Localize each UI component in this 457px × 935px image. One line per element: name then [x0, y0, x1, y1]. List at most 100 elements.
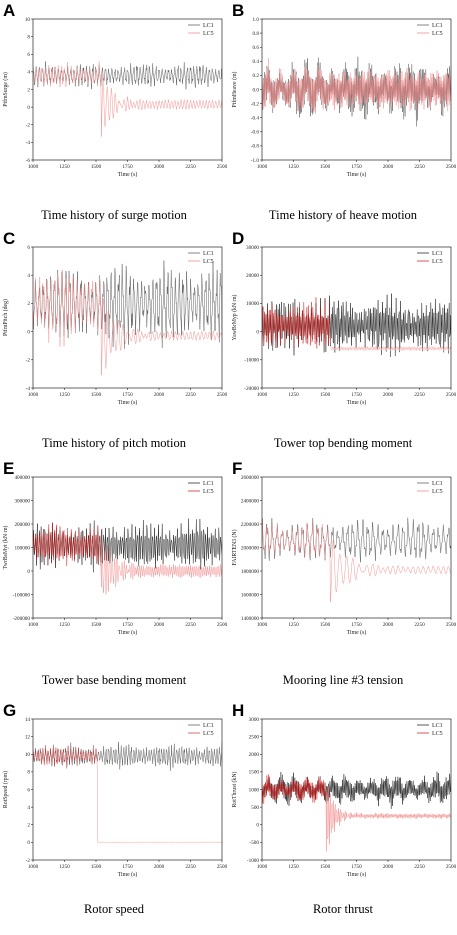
line-chart: 1000 1250 1500 1750 2000 2250 2500 -200000 -1000…: [2, 475, 228, 636]
x-tick-label: 2250: [185, 622, 196, 628]
panel-caption: Time history of pitch motion: [42, 436, 186, 450]
x-tick-label: 1500: [91, 164, 102, 170]
x-axis-label: Time (s): [347, 399, 367, 406]
panel-caption: Tower base bending moment: [41, 673, 187, 687]
series-line-lc1: [262, 517, 451, 563]
y-tick-label: 10: [25, 752, 31, 758]
x-axis-label: Time (s): [347, 871, 367, 878]
y-tick-label: 1.0: [253, 17, 260, 23]
x-tick-label: 1750: [122, 164, 133, 170]
x-tick-label: 1750: [351, 164, 362, 170]
y-tick-label: 4: [27, 70, 30, 76]
panel-letter: C: [3, 229, 16, 248]
x-tick-label: 2500: [446, 864, 457, 870]
y-tick-label: 8: [27, 770, 30, 776]
legend-label-lc5: LC5: [432, 259, 443, 265]
y-tick-label: 4: [27, 805, 30, 811]
y-tick-label: 1400000: [241, 616, 260, 622]
x-tick-label: 1250: [288, 864, 299, 870]
x-tick-label: 1750: [122, 864, 133, 870]
y-tick-label: 100000: [14, 545, 30, 551]
x-tick-label: 2500: [217, 164, 228, 170]
y-axis-label: PtfmPitch (deg): [2, 299, 9, 336]
panel-caption: Rotor speed: [83, 902, 145, 916]
y-tick-label: 6: [27, 787, 30, 793]
y-tick-label: -4: [26, 386, 31, 392]
y-axis-label: RotSpeed (rpm): [2, 771, 9, 808]
y-tick-label: -1.0: [251, 158, 260, 164]
line-chart: 1000 1250 1500 1750 2000 2250 2500 -20000 -10000…: [231, 245, 457, 406]
y-tick-label: 1600000: [241, 592, 260, 598]
plot-frame: [32, 18, 223, 161]
series-line-lc5: [262, 774, 327, 804]
chart-panel-h: H 1000 1250 1500 1750 2000 2250 2500 -1000 -500 0 5…: [229, 702, 457, 935]
y-tick-label: 10: [25, 17, 31, 23]
y-tick-label: 0: [256, 823, 259, 829]
y-tick-label: 0: [27, 105, 30, 111]
legend-label-lc5: LC5: [203, 489, 214, 495]
series-line-lc5: [262, 297, 331, 349]
chart-panel-f: F 1000 1250 1500 1750 2000 2250 2500 1400000 1600…: [229, 460, 457, 693]
x-tick-label: 1000: [28, 164, 39, 170]
series-line-lc1: [33, 260, 222, 349]
y-tick-label: -2: [26, 858, 31, 864]
line-chart: 1000 1250 1500 1750 2000 2250 2500 -6 -4 -2 0 2 4 6 8 1…: [2, 17, 228, 178]
x-tick-label: 2000: [383, 164, 394, 170]
plot-frame: [261, 476, 452, 619]
series-line-lc1: [33, 518, 222, 573]
y-axis-label: RotThrust (kN): [231, 771, 238, 807]
x-tick-label: 1500: [320, 622, 331, 628]
panel-letter: G: [3, 701, 17, 720]
legend-label-lc1: LC1: [203, 251, 214, 257]
y-axis-label: PtfmSurge (m): [2, 72, 9, 107]
x-tick-label: 2000: [383, 392, 394, 398]
y-tick-label: -0.2: [251, 101, 260, 107]
y-tick-label: -2: [26, 123, 31, 129]
x-tick-label: 2250: [185, 864, 196, 870]
y-tick-label: -6: [26, 158, 31, 164]
series-line-lc5-after: [329, 540, 451, 603]
line-chart: 1000 1250 1500 1750 2000 2250 2500 -1000 -500 0 50…: [231, 717, 457, 878]
series-line-lc5-after: [100, 73, 222, 137]
plot-frame: [32, 718, 223, 861]
x-tick-label: 1000: [257, 622, 268, 628]
y-tick-label: 2000: [249, 752, 260, 758]
legend-label-lc5: LC5: [432, 731, 443, 737]
panel-letter: H: [232, 701, 245, 720]
chart-panel-d: D 1000 1250 1500 1750 2000 2250 2500 -20000 -1000…: [229, 230, 457, 463]
x-tick-label: 2000: [154, 164, 165, 170]
x-axis-label: Time (s): [118, 629, 138, 636]
x-tick-label: 2250: [414, 164, 425, 170]
y-tick-label: 2: [27, 87, 30, 93]
y-tick-label: 10000: [246, 301, 259, 307]
y-tick-label: 1000: [249, 787, 260, 793]
series-line-lc5: [262, 58, 331, 114]
y-tick-label: 1500: [249, 770, 260, 776]
x-tick-label: 1000: [28, 392, 39, 398]
y-tick-label: -100000: [13, 592, 31, 598]
legend-label-lc1: LC1: [432, 723, 443, 729]
y-tick-label: 3000: [249, 717, 260, 723]
x-tick-label: 2000: [154, 864, 165, 870]
x-axis-label: Time (s): [118, 871, 138, 878]
x-tick-label: 1500: [320, 864, 331, 870]
series-line-lc5-after: [96, 758, 222, 844]
panel-letter: D: [232, 229, 245, 248]
legend-label-lc1: LC1: [203, 23, 214, 29]
y-tick-label: 6: [27, 245, 30, 251]
y-tick-label: 500: [251, 805, 259, 811]
y-tick-label: 2: [27, 823, 30, 829]
x-tick-label: 2500: [217, 622, 228, 628]
series-line-lc5: [33, 269, 102, 347]
chart-panel-e: E 1000 1250 1500 1750 2000 2250 2500 -200000 -100…: [0, 460, 228, 693]
x-tick-label: 1000: [257, 864, 268, 870]
x-tick-label: 1750: [122, 622, 133, 628]
y-tick-label: 0.0: [253, 87, 260, 93]
series-line-lc5: [33, 523, 102, 567]
